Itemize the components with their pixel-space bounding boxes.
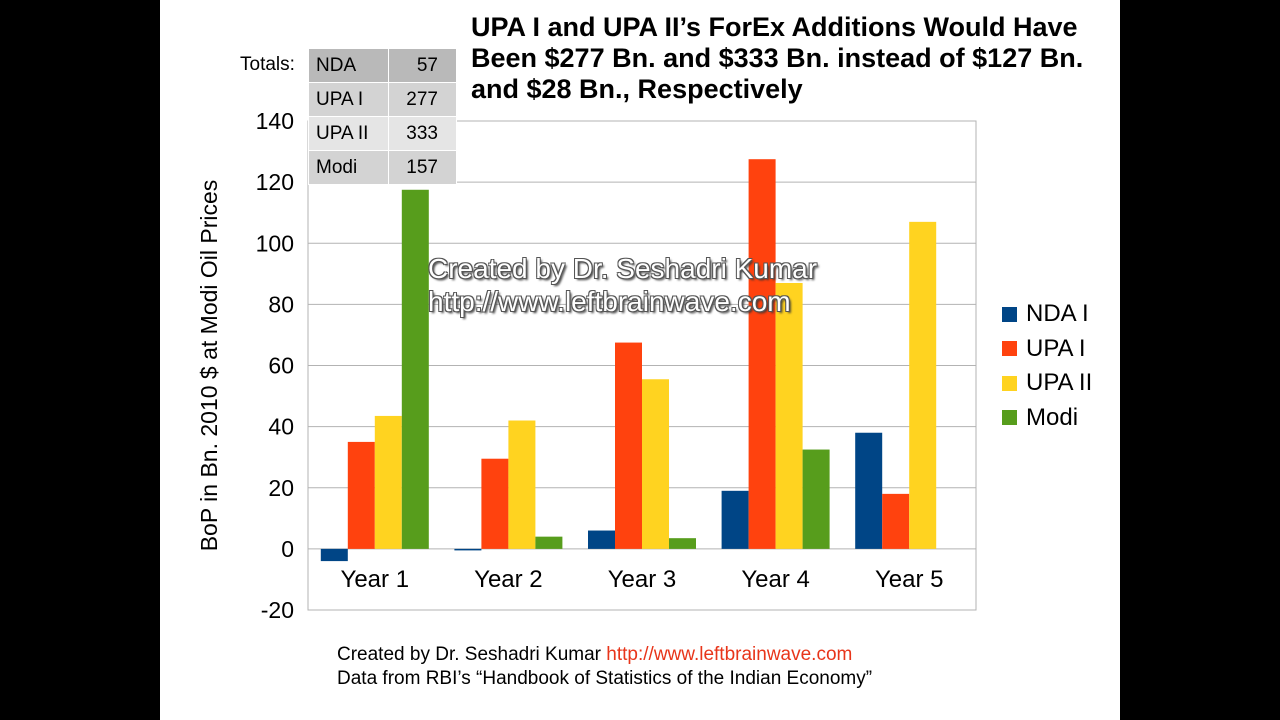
bar-upa-ii [374,415,402,549]
totals-name-cell: NDA [308,48,389,83]
legend-item: UPA II [1002,366,1092,401]
totals-table: NDA 57 UPA I 277 UPA II 333 Modi 157 [308,48,457,185]
totals-value-cell: 277 [388,82,457,117]
totals-label: Totals: [240,54,295,75]
y-tick-label: 0 [281,536,294,562]
totals-value-cell: 57 [388,48,457,83]
bar-upa-ii [508,420,536,549]
legend-label: UPA I [1026,334,1086,362]
legend-label: NDA I [1026,300,1089,328]
totals-name-cell: Modi [308,150,389,185]
chart-title: UPA I and UPA II’s ForEx Additions Would… [471,12,1084,104]
y-axis-title: BoP in Bn. 2010 $ at Modi Oil Prices [196,180,222,552]
totals-value-cell: 157 [388,150,457,185]
totals-name-cell: UPA II [308,116,389,151]
y-tick-label: 80 [268,291,294,317]
legend-item: Modi [1002,401,1092,436]
x-tick-label: Year 2 [474,566,543,593]
legend: NDA I UPA I UPA II Modi [1002,297,1092,435]
footer: Created by Dr. Seshadri Kumar http://www… [337,643,872,691]
totals-row: UPA II 333 [308,116,457,151]
x-tick-label: Year 3 [608,566,677,593]
bar-modi [401,189,429,549]
footer-line-2: Data from RBI’s “Handbook of Statistics … [337,668,873,689]
y-tick-label: 120 [256,169,294,195]
totals-row: UPA I 277 [308,82,457,117]
watermark-line-2: http://www.leftbrainwave.com [428,286,791,317]
bar-nda-i [588,530,615,549]
totals-name-cell: UPA I [308,82,389,117]
legend-item: UPA I [1002,332,1092,367]
bar-upa-i [748,159,776,549]
y-tick-label: -20 [261,597,294,623]
bar-nda-i [320,548,348,562]
footer-line-1: Created by Dr. Seshadri Kumar http://www… [337,643,872,667]
totals-value-cell: 333 [388,116,457,151]
bar-upa-i [347,441,375,549]
footer-credit: Created by Dr. Seshadri Kumar [337,644,602,665]
y-tick-label: 60 [268,353,294,379]
legend-item: NDA I [1002,297,1092,332]
bar-nda-i [855,432,883,549]
bar-nda-i [454,548,482,551]
x-tick-label: Year 4 [741,566,810,593]
watermark-line-1: Created by Dr. Seshadri Kumar [428,253,818,284]
legend-swatch [1002,410,1017,426]
bar-upa-ii [775,282,803,549]
y-tick-label: 40 [268,414,294,440]
y-tick-label: 20 [268,475,294,501]
legend-label: Modi [1026,403,1079,431]
bar-upa-i [882,493,910,549]
y-tick-label: 100 [256,230,294,256]
legend-swatch [1002,375,1017,391]
legend-swatch [1002,341,1017,357]
bar-upa-i [615,342,642,549]
legend-label: UPA II [1026,369,1093,397]
bar-modi [802,449,830,549]
legend-swatch [1002,306,1017,322]
x-tick-label: Year 5 [875,566,944,593]
totals-row: Modi 157 [308,150,457,185]
footer-link[interactable]: http://www.leftbrainwave.com [606,644,853,665]
totals-row: NDA 57 [308,48,457,83]
bar-nda-i [721,490,749,549]
bar-upa-i [481,458,509,549]
y-tick-label: 140 [256,108,294,134]
bar-upa-ii [909,221,937,549]
bar-modi [669,538,696,549]
watermark: Created by Dr. Seshadri Kumar http://www… [428,252,817,318]
bar-modi [535,536,563,549]
x-tick-label: Year 1 [341,566,410,593]
bar-upa-ii [642,379,669,549]
